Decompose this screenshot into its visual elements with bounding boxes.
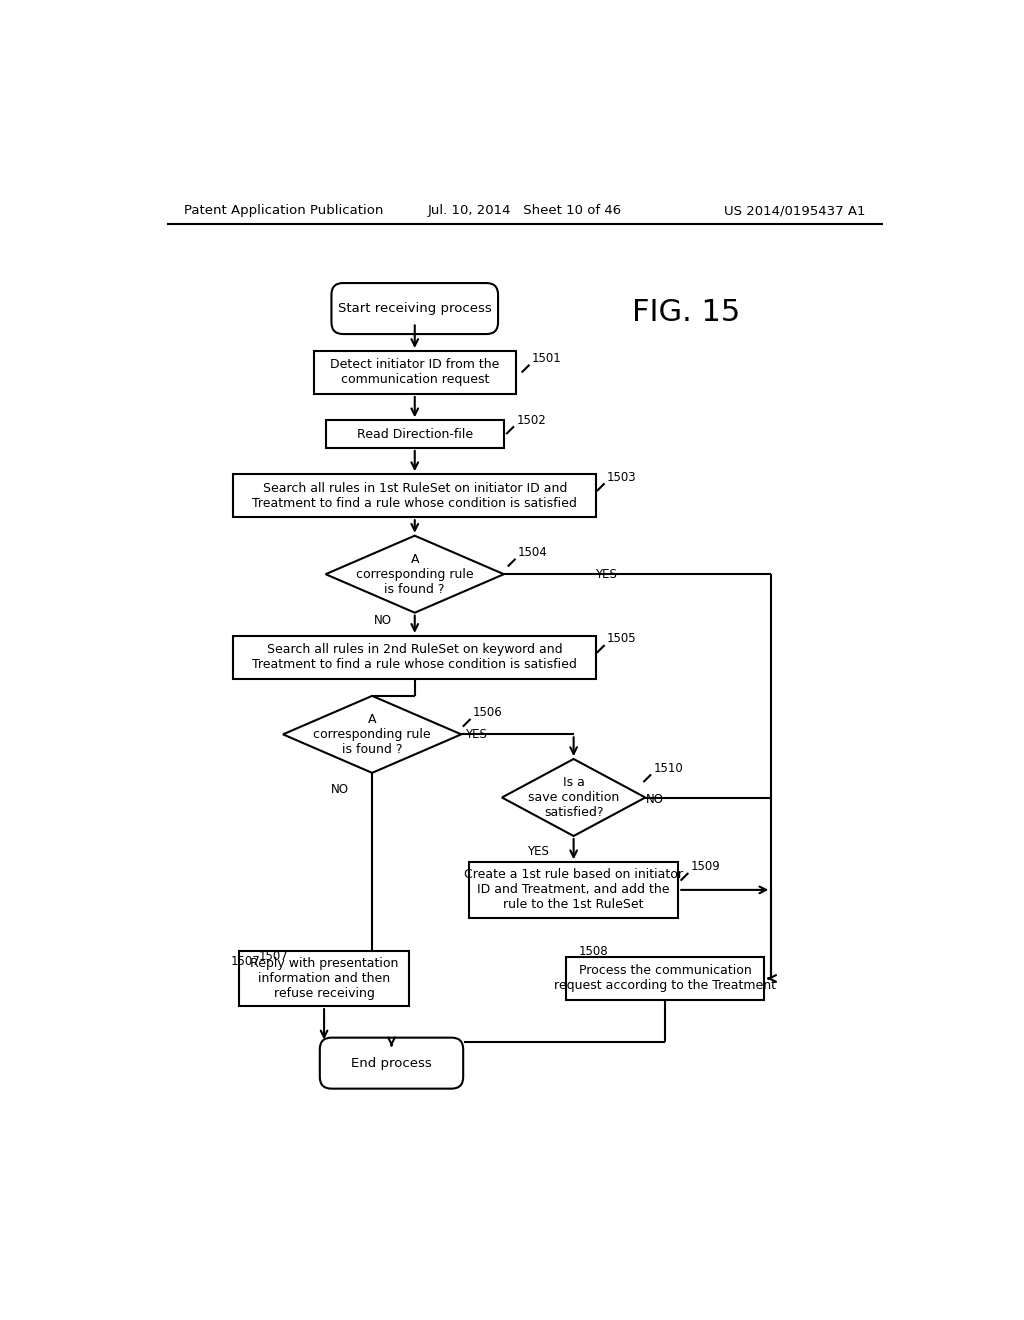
Text: Start receiving process: Start receiving process bbox=[338, 302, 492, 315]
Bar bbox=[326, 420, 504, 447]
Text: 1508: 1508 bbox=[579, 945, 608, 958]
Text: Reply with presentation
information and then
refuse receiving: Reply with presentation information and … bbox=[250, 957, 398, 1001]
Text: 1507: 1507 bbox=[258, 950, 288, 964]
Bar bbox=[233, 474, 596, 517]
Bar bbox=[239, 950, 410, 1006]
Text: 1509: 1509 bbox=[690, 861, 721, 874]
Text: 1502: 1502 bbox=[516, 413, 546, 426]
Text: YES: YES bbox=[527, 845, 549, 858]
Text: Read Direction-file: Read Direction-file bbox=[356, 428, 473, 441]
Text: End process: End process bbox=[351, 1056, 432, 1069]
Text: US 2014/0195437 A1: US 2014/0195437 A1 bbox=[724, 205, 866, 218]
Text: 1507: 1507 bbox=[230, 954, 260, 968]
Text: 1506: 1506 bbox=[473, 706, 503, 719]
Bar bbox=[314, 351, 515, 395]
Text: Process the communication
request according to the Treatment: Process the communication request accord… bbox=[554, 965, 776, 993]
Text: Is a
save condition
satisfied?: Is a save condition satisfied? bbox=[528, 776, 620, 818]
Text: Patent Application Publication: Patent Application Publication bbox=[183, 205, 383, 218]
Text: FIG. 15: FIG. 15 bbox=[632, 298, 740, 327]
Bar bbox=[233, 636, 596, 678]
Text: 1503: 1503 bbox=[607, 471, 637, 483]
Text: 1504: 1504 bbox=[518, 546, 548, 560]
Text: NO: NO bbox=[331, 783, 349, 796]
Polygon shape bbox=[502, 759, 645, 836]
Text: NO: NO bbox=[646, 792, 664, 805]
Bar bbox=[469, 862, 678, 917]
Text: YES: YES bbox=[465, 727, 487, 741]
Text: Search all rules in 2nd RuleSet on keyword and
Treatment to find a rule whose co: Search all rules in 2nd RuleSet on keywo… bbox=[252, 643, 578, 672]
Text: NO: NO bbox=[374, 614, 391, 627]
Text: A
corresponding rule
is found ?: A corresponding rule is found ? bbox=[356, 553, 473, 595]
Text: Create a 1st rule based on initiator
ID and Treatment, and add the
rule to the 1: Create a 1st rule based on initiator ID … bbox=[464, 869, 683, 911]
Text: Search all rules in 1st RuleSet on initiator ID and
Treatment to find a rule who: Search all rules in 1st RuleSet on initi… bbox=[252, 482, 578, 510]
Text: 1510: 1510 bbox=[653, 762, 683, 775]
Text: A
corresponding rule
is found ?: A corresponding rule is found ? bbox=[313, 713, 431, 756]
Polygon shape bbox=[283, 696, 461, 774]
Text: 1505: 1505 bbox=[607, 632, 637, 645]
FancyBboxPatch shape bbox=[319, 1038, 463, 1089]
Text: Detect initiator ID from the
communication request: Detect initiator ID from the communicati… bbox=[330, 359, 500, 387]
FancyBboxPatch shape bbox=[332, 282, 498, 334]
Text: Jul. 10, 2014   Sheet 10 of 46: Jul. 10, 2014 Sheet 10 of 46 bbox=[428, 205, 622, 218]
Bar bbox=[566, 957, 764, 1001]
Text: 1501: 1501 bbox=[531, 352, 561, 366]
Polygon shape bbox=[326, 536, 504, 612]
Text: YES: YES bbox=[595, 568, 616, 581]
